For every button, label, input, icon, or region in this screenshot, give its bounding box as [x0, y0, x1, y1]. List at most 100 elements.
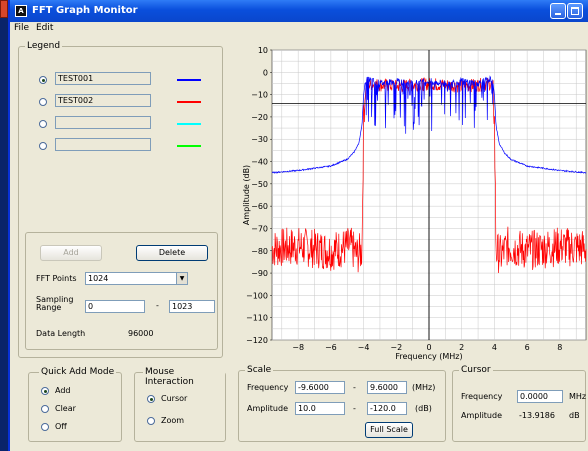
- plot-cursor: [272, 50, 586, 340]
- delete-button[interactable]: Delete: [136, 245, 208, 261]
- legend-radio-1[interactable]: [39, 76, 47, 84]
- plot-ticks: −8 −6 −4 −2 0 2 4 6 8100−10−20−30−40−50−60−70−80…: [246, 46, 562, 352]
- y-tick-label: −100: [246, 291, 268, 300]
- sampling-range-to-field[interactable]: 1023: [169, 300, 215, 313]
- quick-add-label-add: Add: [55, 386, 71, 395]
- y-tick-label: −30: [251, 135, 268, 144]
- legend-radio-2[interactable]: [39, 98, 47, 106]
- scale-frequency-max-field[interactable]: 9.6000: [367, 381, 407, 394]
- mouse-interaction-group: Mouse Interaction Cursor Zoom: [134, 367, 226, 442]
- cursor-amplitude-unit: dB: [569, 411, 580, 420]
- full-scale-button[interactable]: Full Scale: [365, 422, 413, 438]
- x-tick-label: 4: [492, 343, 497, 352]
- x-tick-label: −6: [325, 343, 337, 352]
- quick-add-mode-title: Quick Add Mode: [39, 367, 117, 377]
- cursor-frequency-label: Frequency: [461, 392, 503, 401]
- x-tick-label: 8: [557, 343, 562, 352]
- sampling-range-from-field[interactable]: 0: [85, 300, 145, 313]
- quick-add-mode-group: Quick Add Mode Add Clear Off: [28, 367, 122, 442]
- legend-color-swatch-3: [177, 123, 201, 125]
- cursor-title: Cursor: [459, 365, 493, 375]
- y-tick-label: 10: [258, 46, 268, 55]
- sampling-range-dash: -: [156, 301, 159, 310]
- legend-radio-4[interactable]: [39, 142, 47, 150]
- mouse-interaction-label-zoom: Zoom: [161, 416, 185, 425]
- fft-plot-area[interactable]: −8 −6 −4 −2 0 2 4 6 8 10 0 −10 −20 −30 −40 −50 −60 −70 −80…: [240, 44, 588, 362]
- fft-points-label: FFT Points: [36, 274, 77, 283]
- sampling-range-label-line2: Range: [36, 303, 62, 312]
- sampling-range-label: Sampling Range: [36, 296, 73, 312]
- legend-color-swatch-2: [177, 101, 201, 103]
- y-tick-label: −20: [251, 113, 268, 122]
- scale-amplitude-dash: -: [353, 404, 356, 413]
- y-tick-label: −120: [246, 336, 268, 345]
- mouse-interaction-radio-zoom[interactable]: [147, 417, 155, 425]
- legend-color-swatch-4: [177, 145, 201, 147]
- quick-add-label-off: Off: [55, 422, 67, 431]
- mouse-interaction-title: Mouse Interaction: [143, 367, 225, 387]
- fft-points-value: 1024: [88, 274, 109, 283]
- legend-name-field-4[interactable]: [55, 138, 151, 151]
- y-tick-label: −110: [246, 314, 268, 323]
- y-tick-label: −50: [251, 180, 268, 189]
- x-tick-label: 6: [525, 343, 530, 352]
- scale-frequency-label: Frequency: [247, 383, 289, 392]
- scale-frequency-unit: (MHz): [412, 383, 436, 392]
- legend-name-field-2[interactable]: TEST002: [55, 94, 151, 107]
- title-bar[interactable]: A FFT Graph Monitor: [10, 0, 588, 22]
- legend-radio-3[interactable]: [39, 120, 47, 128]
- scale-amplitude-max-field[interactable]: 10.0: [295, 402, 345, 415]
- scale-frequency-min-field[interactable]: -9.6000: [295, 381, 345, 394]
- x-tick-label: 0: [426, 343, 431, 352]
- add-button[interactable]: Add: [40, 245, 102, 261]
- legend-name-field-3[interactable]: [55, 116, 151, 129]
- background-window-close-icon: [0, 0, 8, 18]
- minimize-button[interactable]: [550, 3, 566, 19]
- y-tick-label: 0: [263, 68, 268, 77]
- data-length-label: Data Length: [36, 329, 86, 338]
- y-tick-label: −10: [251, 91, 268, 100]
- y-tick-label: −90: [251, 269, 268, 278]
- x-tick-label: −8: [292, 343, 304, 352]
- scale-group: Scale Frequency -9.6000 - 9.6000 (MHz) A…: [238, 365, 446, 442]
- cursor-amplitude-value: -13.9186: [519, 411, 555, 420]
- scale-frequency-dash: -: [353, 383, 356, 392]
- mouse-interaction-radio-cursor[interactable]: [147, 395, 155, 403]
- maximize-button[interactable]: [567, 3, 583, 19]
- menu-file[interactable]: File: [14, 23, 30, 33]
- legend-group-title: Legend: [25, 41, 63, 51]
- menu-bar: File Edit: [10, 22, 588, 36]
- app-icon: A: [15, 5, 27, 17]
- scale-amplitude-label: Amplitude: [247, 404, 288, 413]
- y-tick-label: −80: [251, 247, 268, 256]
- y-tick-label: −40: [251, 158, 268, 167]
- x-tick-label: 2: [459, 343, 464, 352]
- menu-edit[interactable]: Edit: [36, 23, 54, 33]
- y-tick-label: −60: [251, 202, 268, 211]
- maximize-icon: [571, 7, 579, 15]
- cursor-group: Cursor Frequency 0.0000 MHz Amplitude -1…: [452, 365, 586, 442]
- quick-add-label-clear: Clear: [55, 404, 76, 413]
- window-title: FFT Graph Monitor: [32, 5, 138, 16]
- x-axis-label: Frequency (MHz): [395, 352, 462, 361]
- x-tick-label: −2: [390, 343, 402, 352]
- legend-color-swatch-1: [177, 79, 201, 81]
- chevron-down-icon[interactable]: ▼: [176, 273, 187, 284]
- legend-name-field-1[interactable]: TEST001: [55, 72, 151, 85]
- cursor-frequency-field[interactable]: 0.0000: [517, 390, 563, 403]
- background-window-edge: [0, 0, 8, 451]
- quick-add-radio-off[interactable]: [41, 423, 49, 431]
- x-tick-label: −4: [358, 343, 370, 352]
- legend-group: Legend TEST001 TEST002 Add Delete FFT Po…: [18, 41, 223, 358]
- data-length-value: 96000: [128, 329, 154, 338]
- fft-plot[interactable]: −8 −6 −4 −2 0 2 4 6 8100−10−20−30−40−50−60−70−80…: [240, 44, 588, 362]
- scale-amplitude-min-field[interactable]: -120.0: [367, 402, 407, 415]
- y-tick-label: −70: [251, 224, 268, 233]
- sampling-range-label-line1: Sampling: [36, 295, 74, 304]
- quick-add-radio-clear[interactable]: [41, 405, 49, 413]
- minimize-icon: [555, 13, 561, 15]
- y-axis-label: Amplitude (dB): [242, 165, 251, 225]
- app-window: A FFT Graph Monitor File Edit Legend TES…: [8, 0, 588, 451]
- fft-points-select[interactable]: 1024 ▼: [85, 272, 188, 285]
- quick-add-radio-add[interactable]: [41, 387, 49, 395]
